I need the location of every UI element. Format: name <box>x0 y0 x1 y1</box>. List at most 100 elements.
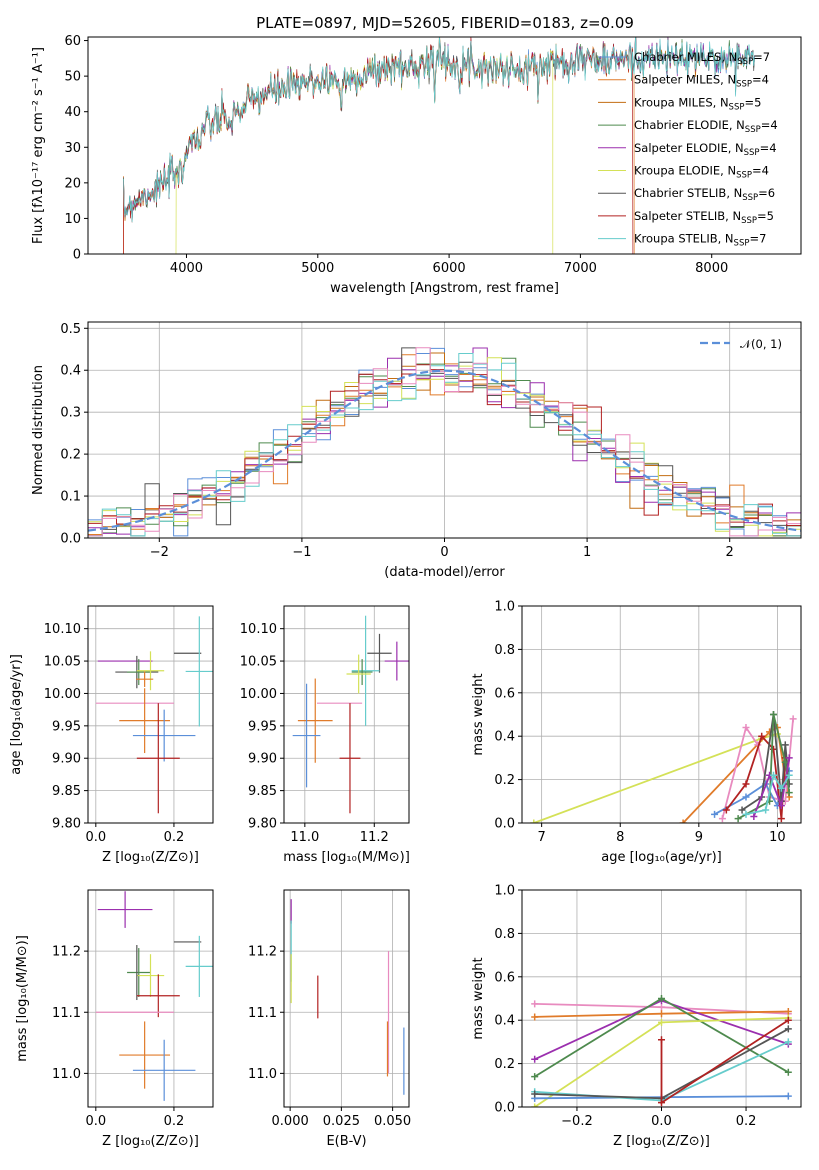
plot-area <box>95 891 213 1101</box>
y-tick-label: 0.4 <box>494 1014 515 1029</box>
mass-weight-marker <box>750 812 758 820</box>
mass-weight-marker <box>531 1090 539 1098</box>
mass-weight-marker <box>718 815 726 823</box>
mass-weight-marker <box>784 1038 792 1046</box>
data-point <box>136 974 180 1018</box>
y-tick-label: 0.5 <box>60 322 81 337</box>
y-tick-label: 9.90 <box>248 752 277 767</box>
mass-weight-marker <box>784 1092 792 1100</box>
data-point <box>339 703 361 814</box>
data-point <box>136 671 154 687</box>
x-axis-label: E(B-V) <box>326 1134 366 1149</box>
y-tick-label: 10 <box>64 212 81 227</box>
legend-entry: Kroupa STELIB, NSSP=7 <box>634 232 766 249</box>
y-tick-label: 10.10 <box>44 622 81 637</box>
x-tick-label: 4000 <box>170 261 203 276</box>
mass-weight-marker <box>785 754 793 762</box>
figure-title: PLATE=0897, MJD=52605, FIBERID=0183, z=0… <box>256 14 634 32</box>
x-tick-label: 10 <box>769 830 786 845</box>
x-tick-label: −1 <box>292 545 311 560</box>
y-tick-label: 30 <box>64 141 81 156</box>
mass-weight-marker <box>679 819 687 823</box>
y-tick-label: 9.85 <box>248 784 277 799</box>
y-tick-label: 10.00 <box>44 687 81 702</box>
x-axis-label: Z [log₁₀(Z/Z⊙)] <box>102 850 199 865</box>
data-point <box>119 1021 171 1089</box>
mass-weight-marker <box>769 711 777 718</box>
y-tick-label: 10.05 <box>240 655 277 670</box>
y-tick-label: 40 <box>64 105 81 120</box>
x-tick-label: 8000 <box>695 261 728 276</box>
data-point <box>127 948 151 997</box>
y-axis-label: Flux [fλ10⁻¹⁷ erg cm⁻² s⁻¹ A⁻¹] <box>31 47 46 244</box>
x-axis-label: wavelength [Angstrom, rest frame] <box>330 281 559 296</box>
y-tick-label: 50 <box>64 70 81 85</box>
x-axis-label: age [log₁₀(age/yr)] <box>601 850 722 865</box>
y-tick-label: 0.6 <box>494 686 515 701</box>
y-tick-label: 0.3 <box>60 406 81 421</box>
x-tick-label: 8 <box>616 830 624 845</box>
y-tick-label: 0.8 <box>494 927 515 942</box>
data-point <box>367 633 392 673</box>
data-point <box>384 641 409 681</box>
x-tick-label: 11.2 <box>360 830 389 845</box>
y-tick-label: 11.2 <box>52 945 81 960</box>
x-tick-label: 1 <box>583 545 591 560</box>
y-tick-label: 0.2 <box>494 1057 515 1072</box>
mass-weight-marker <box>758 732 766 740</box>
residuals-panel: −2 −1 0 1 2 0.0 0.1 0.2 0.3 0.4 0.5 (data-model)/er… <box>31 321 802 580</box>
mass-weight-marker <box>784 1008 792 1016</box>
mass-weight-marker <box>658 1018 665 1026</box>
plot-area <box>123 37 755 254</box>
spectrum-series-kroupa-stelib <box>123 37 755 223</box>
plot-area <box>88 347 801 537</box>
x-axis-label: Z [log₁₀(Z/Z⊙)] <box>102 1134 199 1149</box>
x-tick-label: 0 <box>440 545 448 560</box>
legend-entry: Salpeter MILES, NSSP=4 <box>634 73 769 90</box>
legend-entry: Chabrier MILES, NSSP=7 <box>634 50 770 67</box>
y-tick-label: 0.0 <box>494 1101 515 1116</box>
y-tick-label: 9.80 <box>52 817 81 832</box>
plot-area <box>530 711 797 823</box>
x-tick-label: 7000 <box>564 261 597 276</box>
mass-weight-marker <box>531 1055 539 1063</box>
legend-entry: Chabrier ELODIE, NSSP=4 <box>634 118 778 135</box>
legend-entry: Chabrier STELIB, NSSP=6 <box>634 186 775 203</box>
y-tick-label: 1.0 <box>494 884 515 899</box>
x-tick-label: 9 <box>695 830 703 845</box>
mass-weight-marker <box>777 802 785 810</box>
x-axis-label: mass [log₁₀(M/M⊙)] <box>283 850 410 865</box>
mass-vs-ebv-panel: 0.000 0.025 0.050 11.0 11.1 11.2 E(B-V) <box>248 889 411 1149</box>
mass-weight-marker <box>769 771 777 779</box>
mass-weight-marker <box>658 1099 665 1107</box>
data-point <box>185 616 213 727</box>
mass-weight-marker <box>742 793 750 801</box>
plot-area <box>292 615 409 814</box>
y-tick-label: 10.00 <box>240 687 277 702</box>
x-tick-label: 5000 <box>301 261 334 276</box>
data-point <box>136 954 165 997</box>
x-tick-label: 0.050 <box>374 1114 411 1129</box>
y-tick-label: 0.2 <box>494 773 515 788</box>
mass-weight-marker <box>777 784 785 792</box>
data-point <box>136 703 180 814</box>
legend-entry: Kroupa MILES, NSSP=5 <box>634 95 761 112</box>
x-tick-label: 7 <box>538 830 546 845</box>
axes-frame <box>87 36 802 255</box>
x-tick-label: 2 <box>726 545 734 560</box>
plot-area <box>531 995 792 1107</box>
y-tick-label: 11.2 <box>248 945 277 960</box>
mass-weight-marker <box>531 1013 539 1021</box>
data-point <box>351 659 373 686</box>
data-point <box>119 688 171 754</box>
mass-weight-marker <box>738 806 746 814</box>
plot-area <box>290 899 405 1095</box>
y-tick-label: 9.85 <box>52 784 81 799</box>
y-tick-label: 10.05 <box>44 655 81 670</box>
data-point <box>346 654 371 694</box>
axes-frame <box>87 889 214 1108</box>
mass-weight-marker <box>742 810 750 818</box>
x-axis-label: Z [log₁₀(Z/Z⊙)] <box>613 1134 710 1149</box>
y-tick-label: 9.95 <box>52 719 81 734</box>
